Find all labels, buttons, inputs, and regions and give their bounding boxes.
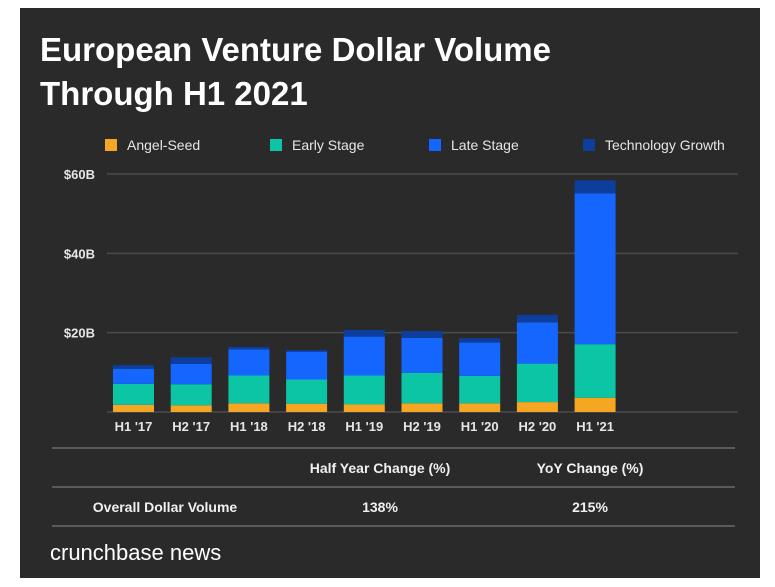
bar-late-stage-1	[170, 364, 212, 385]
bar-technology-growth-3	[286, 350, 328, 352]
legend-late-stage: Late Stage	[429, 137, 519, 153]
x-tick-label: H1 '21	[576, 419, 614, 434]
bar-angel-seed-5	[401, 403, 443, 412]
chart-title: European Venture Dollar Volume Through H…	[40, 31, 552, 112]
bar-technology-growth-1	[170, 357, 212, 365]
bar-angel-seed-6	[459, 403, 501, 412]
bar-angel-seed-0	[113, 404, 154, 412]
bar-technology-growth-5	[401, 331, 443, 338]
table-cell-half-year: 138%	[362, 499, 398, 515]
bar-angel-seed-3	[286, 403, 328, 412]
bar-late-stage-6	[459, 342, 501, 376]
legend-label: Late Stage	[451, 137, 519, 153]
y-tick-label: $20B	[64, 326, 95, 341]
x-tick-label: H1 '20	[461, 419, 499, 434]
x-tick-label: H2 '17	[172, 419, 210, 434]
table-header-yoy: YoY Change (%)	[536, 460, 644, 476]
legend-swatch	[105, 139, 117, 151]
bar-early-stage-0	[113, 383, 154, 405]
legend-swatch	[583, 139, 595, 151]
bar-late-stage-4	[343, 336, 385, 376]
bar-late-stage-3	[286, 351, 328, 380]
bar-angel-seed-4	[343, 404, 385, 412]
y-tick-label: $60B	[64, 167, 95, 182]
table-divider	[52, 525, 735, 527]
bar-technology-growth-8	[574, 180, 616, 194]
table-divider	[52, 447, 735, 449]
legend-angel-seed: Angel-Seed	[105, 137, 200, 153]
bar-early-stage-7	[516, 363, 558, 403]
bar-angel-seed-7	[516, 402, 558, 412]
bar-early-stage-3	[286, 379, 328, 404]
bar-early-stage-8	[574, 344, 616, 398]
bar-technology-growth-0	[113, 365, 154, 369]
bar-technology-growth-2	[228, 346, 270, 350]
bar-angel-seed-1	[170, 405, 212, 412]
bar-late-stage-5	[401, 337, 443, 373]
table-cell-yoy: 215%	[572, 499, 608, 515]
legend-early-stage: Early Stage	[270, 137, 364, 153]
x-tick-label: H1 '19	[345, 419, 383, 434]
bar-angel-seed-8	[574, 397, 616, 412]
legend-label: Angel-Seed	[127, 137, 201, 153]
table-divider	[52, 486, 735, 488]
bar-early-stage-5	[401, 372, 443, 404]
legend-technology-growth: Technology Growth	[583, 137, 725, 153]
bar-technology-growth-4	[343, 329, 385, 337]
bar-late-stage-2	[228, 349, 270, 376]
bar-early-stage-2	[228, 375, 270, 404]
bar-early-stage-1	[170, 384, 212, 406]
chart-card	[20, 8, 760, 578]
bar-technology-growth-7	[516, 314, 558, 323]
x-tick-label: H1 '18	[230, 419, 268, 434]
bar-late-stage-0	[113, 368, 154, 384]
brand-logo-text: crunchbase news	[50, 540, 222, 565]
x-tick-label: H2 '20	[519, 419, 557, 434]
x-tick-label: H2 '19	[403, 419, 441, 434]
table-header-half-year: Half Year Change (%)	[309, 460, 451, 476]
bar-early-stage-4	[343, 375, 385, 405]
bar-technology-growth-6	[459, 338, 501, 343]
legend-label: Early Stage	[292, 137, 365, 153]
x-tick-label: H2 '18	[288, 419, 326, 434]
legend-swatch	[270, 139, 282, 151]
legend-label: Technology Growth	[605, 137, 725, 153]
y-tick-label: $40B	[64, 246, 95, 261]
bar-late-stage-7	[516, 322, 558, 364]
bar-angel-seed-2	[228, 403, 270, 412]
bar-late-stage-8	[574, 193, 616, 345]
x-tick-label: H1 '17	[115, 419, 153, 434]
bar-early-stage-6	[459, 375, 501, 404]
legend-swatch	[429, 139, 441, 151]
table-row-label: Overall Dollar Volume	[92, 499, 238, 515]
